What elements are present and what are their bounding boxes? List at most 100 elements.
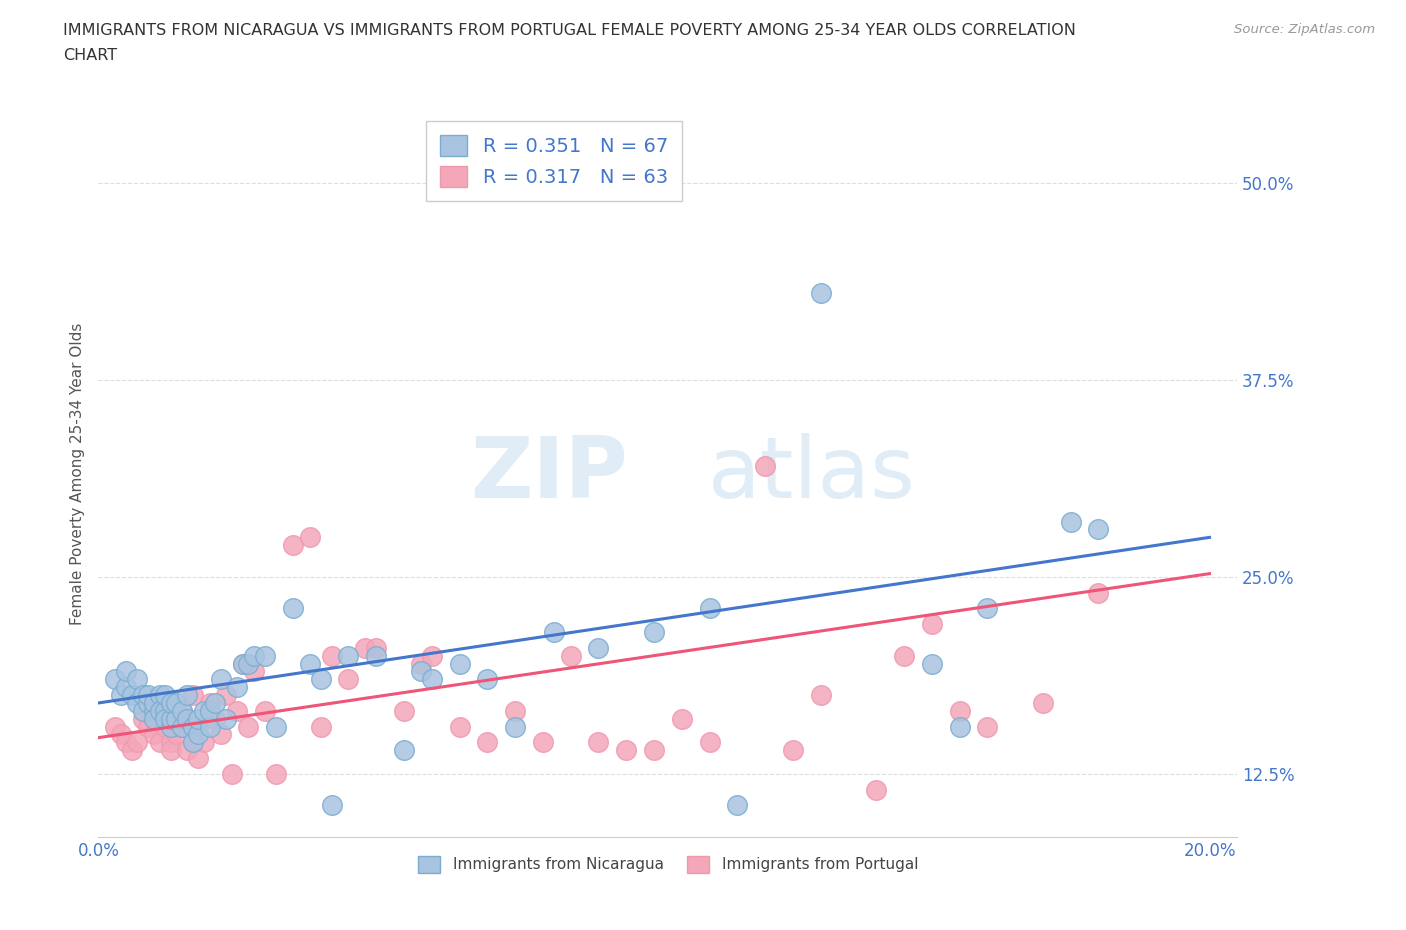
Point [264,766,287,781]
Point [614,743,637,758]
Point [110,727,132,742]
Point [181,687,204,702]
Point [132,703,155,718]
Point [198,703,221,718]
Point [560,648,582,663]
Point [699,601,721,616]
Point [671,711,693,726]
Point [921,617,943,631]
Point [159,696,181,711]
Point [366,648,388,663]
Point [321,798,343,813]
Point [132,687,155,702]
Point [1032,696,1054,711]
Point [643,625,665,640]
Point [209,727,232,742]
Point [176,687,198,702]
Point [127,671,149,686]
Point [104,671,127,686]
Text: IMMIGRANTS FROM NICARAGUA VS IMMIGRANTS FROM PORTUGAL FEMALE POVERTY AMONG 25-34: IMMIGRANTS FROM NICARAGUA VS IMMIGRANTS … [63,23,1076,38]
Point [588,641,610,656]
Point [531,735,554,750]
Point [232,656,254,671]
Point [159,743,181,758]
Point [170,703,193,718]
Point [153,703,176,718]
Point [153,711,176,726]
Point [176,743,198,758]
Y-axis label: Female Poverty Among 25-34 Year Olds: Female Poverty Among 25-34 Year Olds [69,323,84,626]
Point [193,735,215,750]
Point [110,687,132,702]
Point [170,719,193,734]
Point [181,735,204,750]
Point [243,648,266,663]
Point [449,656,471,671]
Point [298,530,321,545]
Point [143,711,166,726]
Point [477,735,499,750]
Point [221,766,243,781]
Point [309,671,332,686]
Point [132,711,155,726]
Point [449,719,471,734]
Point [115,735,138,750]
Point [503,719,526,734]
Point [810,286,832,300]
Point [948,703,970,718]
Point [187,719,209,734]
Point [127,735,149,750]
Point [238,656,260,671]
Point [281,601,304,616]
Point [477,671,499,686]
Point [143,727,166,742]
Point [643,743,665,758]
Point [543,625,565,640]
Point [264,719,287,734]
Point [420,671,443,686]
Point [143,696,166,711]
Point [176,711,198,726]
Point [281,538,304,552]
Point [181,735,204,750]
Point [187,727,209,742]
Point [1087,585,1109,600]
Point [699,735,721,750]
Point [148,735,170,750]
Point [354,641,377,656]
Point [976,601,998,616]
Point [138,719,160,734]
Point [254,703,277,718]
Point [337,671,360,686]
Point [193,703,215,718]
Point [204,696,226,711]
Point [104,719,127,734]
Point [198,719,221,734]
Point [127,696,149,711]
Point [165,711,187,726]
Text: ZIP: ZIP [470,432,628,516]
Point [215,711,238,726]
Text: CHART: CHART [63,48,117,63]
Point [754,459,776,474]
Point [165,696,187,711]
Point [503,703,526,718]
Text: Source: ZipAtlas.com: Source: ZipAtlas.com [1234,23,1375,36]
Point [226,680,249,695]
Point [115,664,138,679]
Point [121,743,143,758]
Point [187,751,209,765]
Point [409,664,432,679]
Point [115,680,138,695]
Point [976,719,998,734]
Point [298,656,321,671]
Point [170,719,193,734]
Point [121,687,143,702]
Point [366,641,388,656]
Point [181,719,204,734]
Point [948,719,970,734]
Point [159,711,181,726]
Point [1087,522,1109,537]
Point [893,648,915,663]
Point [153,719,176,734]
